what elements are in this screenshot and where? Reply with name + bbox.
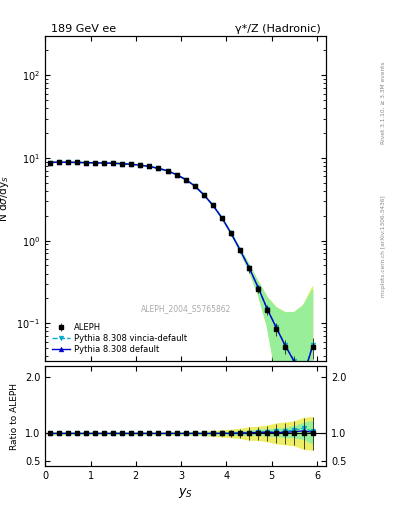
Pythia 8.308 default [174,172,179,178]
Pythia 8.308 vincia-default [202,192,206,198]
Line: Pythia 8.308 vincia-default: Pythia 8.308 vincia-default [47,160,315,377]
Pythia 8.308 default [301,373,306,379]
Text: 189 GeV ee: 189 GeV ee [51,24,116,34]
Pythia 8.308 default [265,306,270,312]
Text: Rivet 3.1.10, ≥ 3.3M events: Rivet 3.1.10, ≥ 3.3M events [381,61,386,144]
Text: γ*/Z (Hadronic): γ*/Z (Hadronic) [235,24,321,34]
Pythia 8.308 vincia-default [93,160,97,166]
Pythia 8.308 vincia-default [120,161,125,167]
Pythia 8.308 vincia-default [111,160,116,166]
Pythia 8.308 vincia-default [211,202,215,208]
Pythia 8.308 vincia-default [147,163,152,169]
Y-axis label: Ratio to ALEPH: Ratio to ALEPH [10,382,19,450]
Pythia 8.308 vincia-default [229,230,233,236]
Pythia 8.308 default [66,159,70,165]
Pythia 8.308 default [283,343,288,349]
Pythia 8.308 default [184,177,188,183]
Pythia 8.308 vincia-default [265,306,270,312]
Pythia 8.308 vincia-default [256,285,261,291]
Pythia 8.308 default [247,265,252,271]
Pythia 8.308 vincia-default [220,215,224,221]
Pythia 8.308 vincia-default [301,371,306,377]
Pythia 8.308 vincia-default [102,160,107,166]
Pythia 8.308 default [202,192,206,198]
Pythia 8.308 vincia-default [184,177,188,183]
Pythia 8.308 default [75,159,79,165]
Pythia 8.308 default [84,160,88,166]
X-axis label: y$_S$: y$_S$ [178,486,193,500]
Pythia 8.308 vincia-default [292,358,297,364]
Pythia 8.308 default [165,168,170,174]
Pythia 8.308 default [220,215,224,221]
Legend: ALEPH, Pythia 8.308 vincia-default, Pythia 8.308 default: ALEPH, Pythia 8.308 vincia-default, Pyth… [50,321,190,357]
Pythia 8.308 vincia-default [84,160,88,166]
Pythia 8.308 default [238,247,242,253]
Pythia 8.308 vincia-default [48,159,52,165]
Pythia 8.308 default [129,161,134,167]
Text: ALEPH_2004_S5765862: ALEPH_2004_S5765862 [141,305,231,313]
Pythia 8.308 vincia-default [75,159,79,165]
Pythia 8.308 default [229,230,233,236]
Pythia 8.308 default [193,183,197,189]
Pythia 8.308 vincia-default [283,343,288,349]
Pythia 8.308 default [274,325,279,331]
Text: mcplots.cern.ch [arXiv:1306.3436]: mcplots.cern.ch [arXiv:1306.3436] [381,195,386,296]
Pythia 8.308 default [120,161,125,167]
Pythia 8.308 default [138,162,143,168]
Pythia 8.308 default [211,202,215,208]
Pythia 8.308 vincia-default [193,183,197,189]
Pythia 8.308 default [57,159,61,165]
Pythia 8.308 vincia-default [156,165,161,172]
Pythia 8.308 default [111,160,116,166]
Pythia 8.308 vincia-default [165,168,170,174]
Pythia 8.308 vincia-default [57,159,61,165]
Pythia 8.308 default [93,160,97,166]
Pythia 8.308 vincia-default [310,343,315,349]
Pythia 8.308 default [292,359,297,365]
Pythia 8.308 default [147,163,152,169]
Line: Pythia 8.308 default: Pythia 8.308 default [47,160,315,378]
Pythia 8.308 vincia-default [66,159,70,165]
Pythia 8.308 vincia-default [247,265,252,271]
Pythia 8.308 vincia-default [274,325,279,331]
Pythia 8.308 default [48,159,52,165]
Pythia 8.308 vincia-default [174,172,179,178]
Pythia 8.308 default [310,343,315,349]
Pythia 8.308 vincia-default [129,161,134,167]
Pythia 8.308 default [256,285,261,291]
Pythia 8.308 default [102,160,107,166]
Y-axis label: N d$\sigma$/dy$_S$: N d$\sigma$/dy$_S$ [0,175,11,222]
Pythia 8.308 default [156,165,161,172]
Pythia 8.308 vincia-default [238,247,242,253]
Pythia 8.308 vincia-default [138,162,143,168]
